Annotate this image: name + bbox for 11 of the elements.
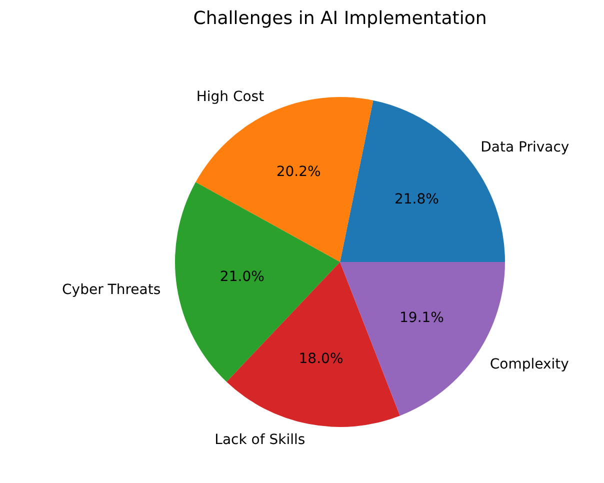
data-label: 21.8% [394,191,439,208]
slice-label: Lack of Skills [214,432,306,448]
data-label: 19.1% [399,310,444,326]
slice-label: Data Privacy [480,139,570,156]
data-label: 18.0% [298,351,344,368]
slice-label: Complexity [490,356,569,372]
chart-title: Challenges in AI Implementation [193,8,487,29]
slice-label: High Cost [196,89,265,106]
data-label: 20.2% [276,164,321,180]
data-label: 21.0% [220,269,264,286]
slice-label: Cyber Threats [62,282,161,298]
